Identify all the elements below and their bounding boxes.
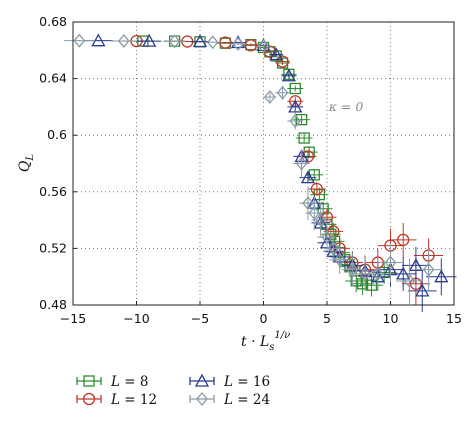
legend-item: L = 12 xyxy=(76,392,157,408)
legend-label: L = 24 xyxy=(223,392,270,408)
series-4 xyxy=(63,33,444,304)
legend-item: L = 16 xyxy=(189,373,270,390)
data-point xyxy=(346,262,359,277)
data-point xyxy=(313,188,326,201)
data-point xyxy=(244,39,257,52)
data-point xyxy=(327,241,340,256)
x-axis-label: t · Ls1/ν xyxy=(241,330,290,353)
series-3 xyxy=(83,33,457,313)
data-point xyxy=(206,35,219,50)
x-tick-label: −5 xyxy=(191,311,209,326)
data-point xyxy=(371,266,384,281)
data-point xyxy=(314,213,327,228)
y-tick-label: 0.68 xyxy=(39,14,67,29)
data-point xyxy=(384,255,397,270)
data-point xyxy=(232,36,244,51)
y-tick-label: 0.56 xyxy=(39,184,67,199)
data-point xyxy=(300,170,316,184)
data-point xyxy=(289,114,302,129)
data-point xyxy=(422,262,435,277)
x-tick-label: 0 xyxy=(260,311,268,326)
data-point xyxy=(289,82,301,95)
data-point xyxy=(434,269,449,283)
data-point xyxy=(350,275,362,287)
data-point xyxy=(281,68,296,82)
data-point xyxy=(396,266,411,280)
x-tick-label: 10 xyxy=(383,311,399,326)
data-point xyxy=(257,39,270,54)
y-axis-label: QL xyxy=(17,154,36,172)
legend-marker xyxy=(196,391,208,407)
data-point xyxy=(276,55,289,68)
legend-item: L = 24 xyxy=(189,391,270,408)
data-point xyxy=(356,278,369,290)
legend: L = 8 L = 12 L = 16 L = 24 xyxy=(76,373,270,408)
data-point xyxy=(295,156,308,171)
data-point xyxy=(333,252,346,267)
ticks: −15 −10 −5 0 5 10 15 0.48 0.52 0.56 0.6 0.64 0.68 xyxy=(39,14,462,326)
y-tick-label: 0.52 xyxy=(39,240,67,255)
data-point xyxy=(295,113,308,126)
data-point xyxy=(73,33,86,48)
legend-marker xyxy=(82,392,96,406)
data-point xyxy=(142,33,157,47)
legend-marker xyxy=(194,373,210,387)
x-tick-label: −15 xyxy=(60,311,86,326)
data-point xyxy=(308,206,321,221)
y-tick-label: 0.64 xyxy=(39,71,67,86)
svg-text:QL: QL xyxy=(17,154,36,172)
data-point xyxy=(256,37,271,51)
data-point xyxy=(408,258,423,272)
data-point xyxy=(359,266,371,281)
y-tick-label: 0.48 xyxy=(39,297,67,312)
data-point xyxy=(288,99,303,113)
series-layer xyxy=(63,33,457,313)
legend-label: L = 16 xyxy=(223,374,270,390)
legend-item: L = 8 xyxy=(76,374,148,390)
data-point xyxy=(365,279,378,291)
x-tick-label: 15 xyxy=(446,311,462,326)
data-point xyxy=(321,230,333,245)
data-point xyxy=(91,33,106,47)
x-tick-label: 5 xyxy=(323,311,331,326)
data-point xyxy=(276,85,289,100)
x-tick-label: −10 xyxy=(123,311,149,326)
data-point xyxy=(397,233,410,247)
legend-marker xyxy=(83,375,95,387)
data-point xyxy=(117,33,130,48)
svg-text:t · Ls1/ν: t · Ls1/ν xyxy=(241,330,290,353)
annotation-kappa: κ = 0 xyxy=(328,99,364,114)
y-tick-label: 0.6 xyxy=(47,127,67,142)
data-point xyxy=(192,34,208,48)
data-point xyxy=(310,182,323,196)
data-point xyxy=(298,132,310,144)
data-point xyxy=(403,273,416,288)
data-point xyxy=(302,196,314,211)
data-point xyxy=(415,283,430,297)
legend-label: L = 12 xyxy=(110,392,157,408)
data-point xyxy=(269,47,284,61)
legend-label: L = 8 xyxy=(110,374,148,390)
data-point xyxy=(264,89,276,105)
data-point xyxy=(168,34,181,49)
